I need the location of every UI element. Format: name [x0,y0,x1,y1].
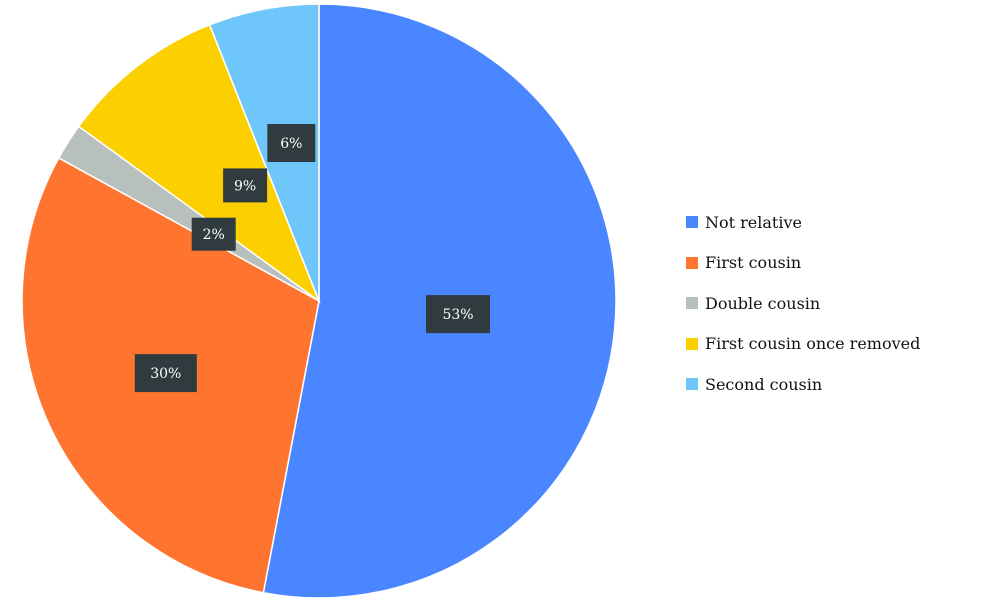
value-label-box [223,168,268,203]
legend-item-second-cousin: Second cousin [686,372,986,396]
legend-swatch [686,256,698,269]
value-label-first-cousin-once-removed: 9% [223,168,268,203]
value-label-double-cousin: 2% [191,217,236,251]
pie-slice-first-cousin-once-removed [77,23,321,304]
value-label-box [267,124,316,162]
legend-label: Second cousin [705,374,823,394]
value-label-text: 6% [280,136,302,152]
legend-label: First cousin once removed [705,334,921,353]
value-label-box [191,217,236,251]
value-label-text: 2% [203,227,225,243]
value-label-text: 9% [234,178,256,194]
legend-swatch [686,216,698,228]
legend-item-first-cousin-once-removed: First cousin once removed [686,332,986,356]
value-label-text: 53% [442,307,473,323]
legend-label: Double cousin [705,293,821,313]
legend-label: Not relative [705,212,802,232]
legend-swatch [686,378,698,390]
value-label-first-cousin: 30% [134,354,197,393]
value-label-box [134,354,197,393]
legend: Not relative First cousin Double cousin Fir… [686,210,986,413]
value-label-not-relative: 53% [426,295,490,334]
legend-item-not-relative: Not relative [686,210,986,234]
pie-value-labels: 53% 30% 2% 9% 6% [134,124,490,393]
pie-slices [21,3,617,599]
legend-label: First cousin [705,253,802,272]
legend-swatch [686,337,698,350]
pie-slice-second-cousin [208,3,320,302]
value-label-text: 30% [150,366,181,382]
value-label-second-cousin: 6% [267,124,316,162]
legend-item-first-cousin: First cousin [686,251,986,275]
legend-swatch [686,297,698,309]
value-label-box [426,295,490,334]
legend-item-double-cousin: Double cousin [686,291,986,315]
